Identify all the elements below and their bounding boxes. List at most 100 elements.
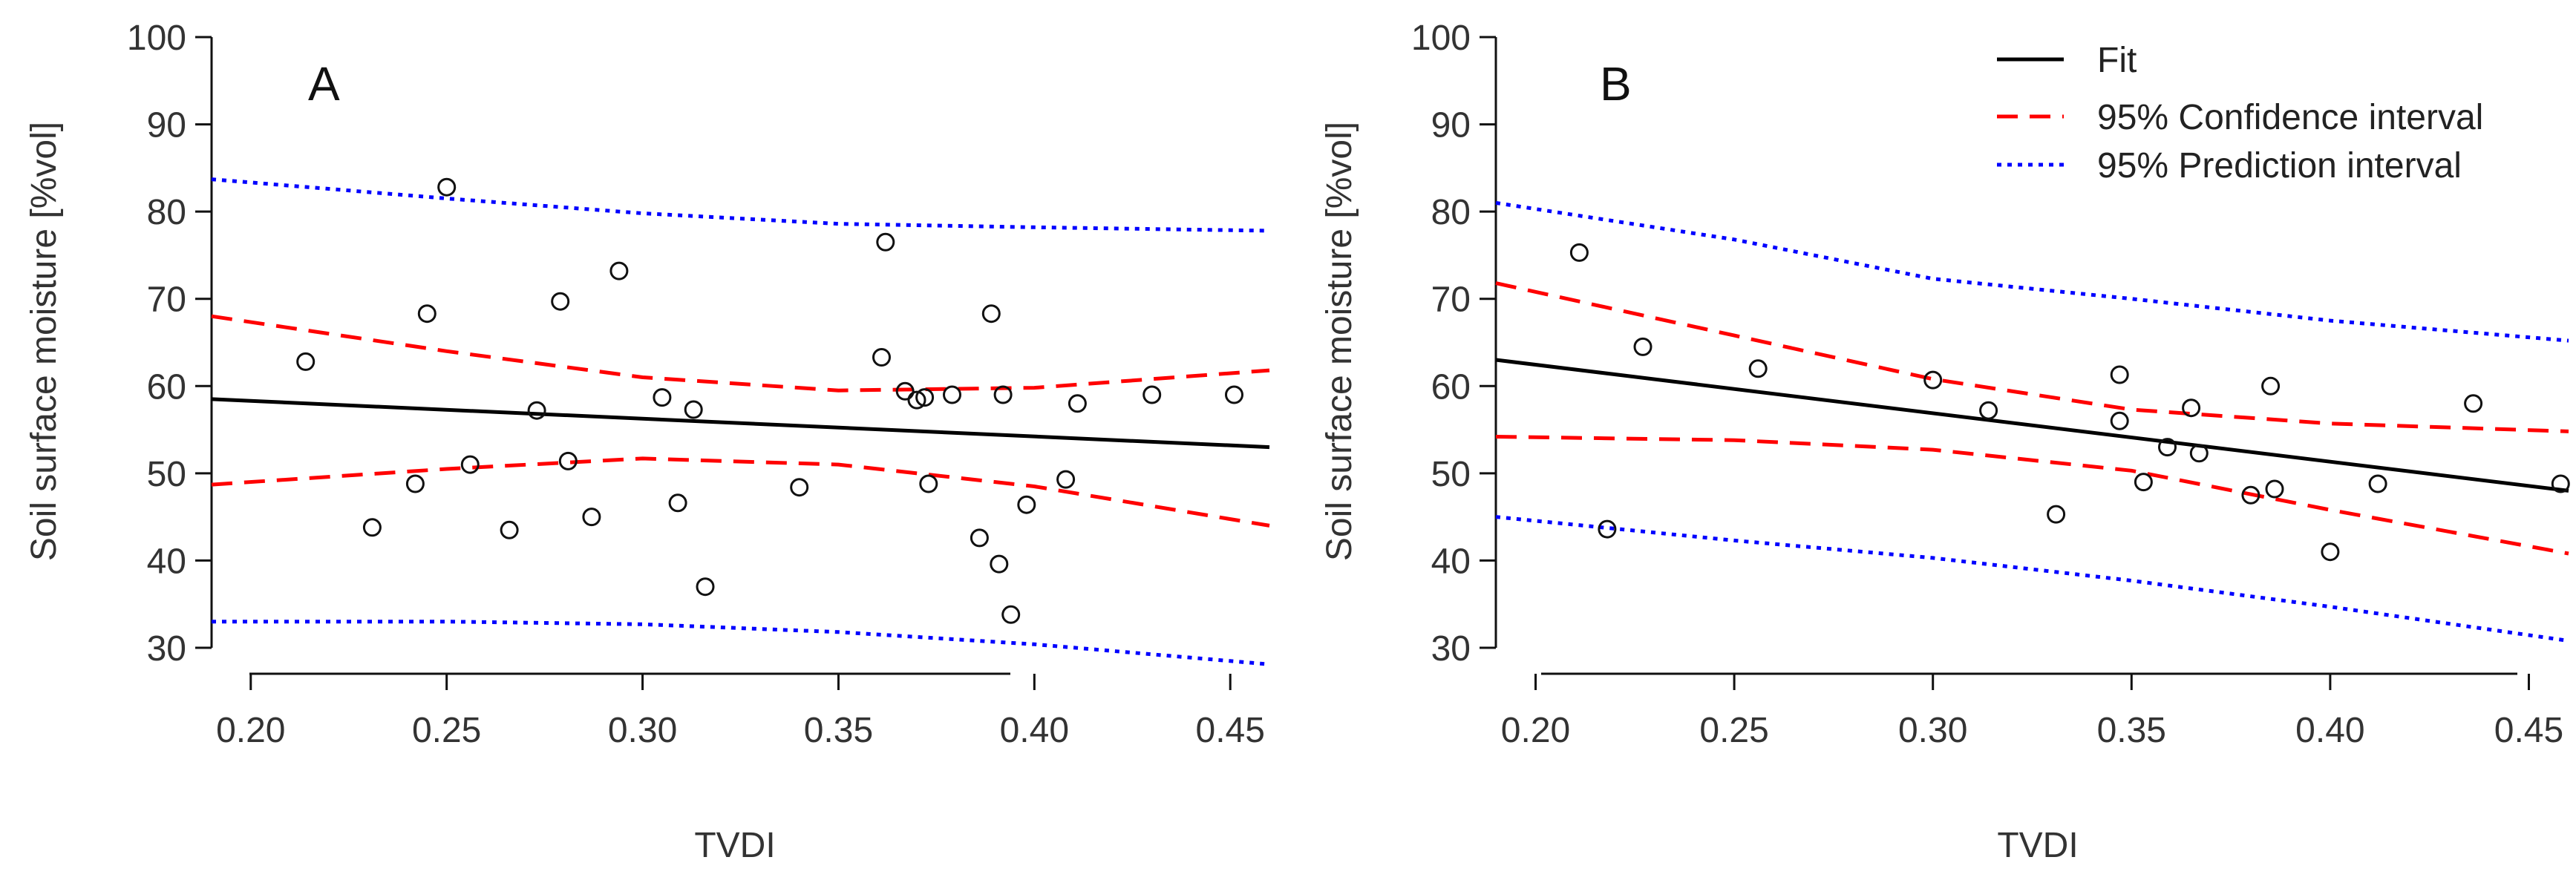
x-tick-label-b-0.20: 0.20 <box>1501 711 1570 750</box>
legend-fit-label: Fit <box>2097 41 2137 80</box>
panel-label-b: B <box>1600 57 1632 111</box>
x-tick-label-a-0.45: 0.45 <box>1196 711 1265 750</box>
points-a <box>296 177 1243 624</box>
data-point-a-32 <box>1142 385 1162 404</box>
data-point-a-21 <box>915 388 935 407</box>
data-point-a-15 <box>696 577 715 597</box>
data-point-b-16 <box>2321 542 2340 562</box>
series-b-95-confidence-interval-upper <box>1495 281 2569 433</box>
data-point-b-0 <box>1569 243 1589 262</box>
data-point-a-4 <box>437 177 457 197</box>
legend-confidence-label: 95% Confidence interval <box>2097 98 2483 137</box>
data-point-b-2 <box>1633 337 1653 356</box>
series-a-95-confidence-interval-upper <box>211 314 1270 393</box>
data-point-a-0 <box>296 352 316 371</box>
x-tick-label-b-0.40: 0.40 <box>2295 711 2364 750</box>
data-point-a-18 <box>876 232 895 252</box>
x-tick-label-a-0.35: 0.35 <box>804 711 873 750</box>
data-point-a-20 <box>907 390 926 410</box>
data-point-b-12 <box>2189 444 2209 463</box>
data-point-a-12 <box>653 388 672 407</box>
y-tick-label-a-80: 80 <box>147 193 186 232</box>
x-axis-title-a: TVDI <box>694 826 775 865</box>
data-point-a-28 <box>1001 605 1021 624</box>
y-tick-label-b-70: 70 <box>1431 280 1471 320</box>
ticks-a: 30 40 50 60 70 80 90 100 0.20 0.25 0.30 0.35 0.40 0.4… <box>127 19 1265 750</box>
y-tick-label-a-50: 50 <box>147 455 186 494</box>
y-tick-label-a-90: 90 <box>147 106 186 145</box>
data-point-b-10 <box>2158 438 2177 457</box>
legend: Fit 95% Confidence interval 95% Predicti… <box>1997 41 2483 186</box>
x-tick-label-a-0.30: 0.30 <box>608 711 677 750</box>
series-a-fit <box>211 397 1270 450</box>
data-point-b-1 <box>1598 519 1617 539</box>
data-point-b-8 <box>2110 411 2129 430</box>
x-tick-label-b-0.45: 0.45 <box>2494 711 2563 750</box>
series-b-95-prediction-interval-upper <box>1495 200 2569 343</box>
lines-a <box>211 177 1270 666</box>
x-tick-label-b-0.35: 0.35 <box>2097 711 2166 750</box>
series-a-95-confidence-interval-lower <box>211 456 1270 528</box>
data-point-a-31 <box>1068 394 1087 413</box>
data-point-a-1 <box>362 518 382 537</box>
panel-a: A TVDI Soil surface moisture [%vol] 30 40… <box>24 19 1270 865</box>
series-b-95-confidence-interval-lower <box>1495 435 2569 556</box>
y-tick-label-a-60: 60 <box>147 367 186 407</box>
data-point-a-30 <box>1056 470 1076 489</box>
legend-prediction-label: 95% Prediction interval <box>2097 146 2462 186</box>
data-point-b-7 <box>2110 365 2129 384</box>
data-point-b-13 <box>2241 485 2260 505</box>
data-point-a-27 <box>993 385 1013 404</box>
data-point-a-17 <box>872 348 891 367</box>
series-a-95-prediction-interval-upper <box>211 177 1270 233</box>
data-point-a-7 <box>527 401 546 420</box>
data-point-b-5 <box>1979 401 1998 420</box>
data-point-a-23 <box>943 385 961 404</box>
series-b-fit <box>1495 358 2569 493</box>
y-tick-label-b-40: 40 <box>1431 542 1471 581</box>
data-point-b-3 <box>1748 359 1768 378</box>
x-tick-label-a-0.20: 0.20 <box>216 711 285 750</box>
data-point-b-18 <box>2464 394 2483 413</box>
points-b <box>1569 243 2570 562</box>
data-point-a-5 <box>460 455 480 474</box>
data-point-a-10 <box>582 508 601 527</box>
data-point-a-33 <box>1225 385 1243 404</box>
y-tick-label-b-60: 60 <box>1431 367 1471 407</box>
y-axis-title-a: Soil surface moisture [%vol] <box>24 122 64 561</box>
data-point-b-4 <box>1923 370 1943 390</box>
data-point-b-14 <box>2261 376 2281 395</box>
data-point-b-15 <box>2265 479 2284 499</box>
y-tick-label-b-100: 100 <box>1411 19 1471 58</box>
lines-b <box>1495 200 2569 643</box>
data-point-a-13 <box>668 493 687 513</box>
panel-b: B TVDI Soil surface moisture [%vol] 30 40… <box>1320 19 2570 865</box>
data-point-a-11 <box>609 261 629 280</box>
data-point-a-26 <box>990 554 1009 574</box>
data-point-b-19 <box>2551 474 2570 493</box>
y-tick-label-a-70: 70 <box>147 280 186 320</box>
panel-label-a: A <box>308 57 340 111</box>
data-point-a-22 <box>919 474 938 493</box>
data-point-a-16 <box>790 478 809 497</box>
data-point-b-17 <box>2368 474 2387 493</box>
series-b-95-prediction-interval-lower <box>1495 515 2569 643</box>
y-tick-label-b-90: 90 <box>1431 106 1471 145</box>
y-tick-label-a-30: 30 <box>147 629 186 669</box>
y-tick-label-a-100: 100 <box>127 19 186 58</box>
x-tick-label-b-0.30: 0.30 <box>1898 711 1967 750</box>
x-axis-title-b: TVDI <box>1997 826 2078 865</box>
data-point-b-6 <box>2047 505 2066 524</box>
data-point-a-25 <box>981 304 1001 324</box>
ticks-b: 30 40 50 60 70 80 90 100 0.20 0.25 0.30 0.35 0.40 0.4… <box>1411 19 2563 750</box>
data-point-a-9 <box>558 451 578 470</box>
x-tick-label-a-0.25: 0.25 <box>412 711 481 750</box>
data-point-a-14 <box>684 400 703 419</box>
y-tick-label-a-40: 40 <box>147 542 186 581</box>
y-axis-title-b: Soil surface moisture [%vol] <box>1320 122 1359 561</box>
y-tick-label-b-80: 80 <box>1431 193 1471 232</box>
data-point-a-24 <box>970 528 989 548</box>
y-tick-label-b-30: 30 <box>1431 629 1471 669</box>
data-point-a-3 <box>417 304 437 324</box>
